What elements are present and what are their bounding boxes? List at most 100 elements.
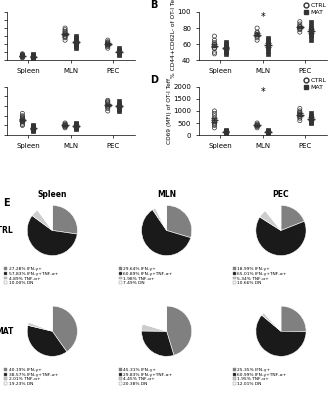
- Point: [266, 130, 271, 136]
- Point: [31, 53, 36, 60]
- Point: [62, 34, 68, 40]
- Point: [254, 123, 260, 129]
- Legend: 18.99% IFN-γ+, 65.01% IFN-γ+TNF-α+, 5.34% TNF-α+, 10.66% DN: 18.99% IFN-γ+, 65.01% IFN-γ+TNF-α+, 5.34…: [233, 267, 287, 285]
- Text: *: *: [260, 87, 265, 97]
- Point: [308, 119, 314, 125]
- Point: [254, 30, 260, 36]
- Point: [20, 118, 25, 125]
- Wedge shape: [142, 210, 191, 256]
- Point: [20, 54, 25, 60]
- Point: [105, 103, 111, 109]
- Point: [297, 111, 303, 118]
- Point: [31, 128, 36, 134]
- Point: [31, 51, 36, 57]
- Point: [20, 117, 25, 124]
- Point: [297, 23, 303, 30]
- Point: [105, 102, 111, 108]
- Point: [20, 112, 25, 119]
- Point: [20, 53, 25, 60]
- Point: [62, 29, 68, 35]
- Point: [20, 55, 25, 61]
- Wedge shape: [264, 306, 281, 331]
- Point: [266, 45, 271, 51]
- Point: [20, 53, 25, 60]
- Legend: 45.31% IFN-γ+, 29.83% IFN-γ+TNF-α+, 4.45% TNF-α+, 20.38% DN: 45.31% IFN-γ+, 29.83% IFN-γ+TNF-α+, 4.45…: [118, 368, 172, 386]
- Point: [105, 37, 111, 43]
- Wedge shape: [152, 208, 167, 230]
- Point: [212, 119, 217, 125]
- Point: [223, 48, 228, 54]
- Point: [308, 18, 314, 25]
- Point: [74, 37, 79, 43]
- Point: [223, 51, 228, 57]
- Point: [105, 99, 111, 106]
- Point: [62, 122, 68, 129]
- Point: [212, 108, 217, 114]
- Point: [74, 123, 79, 130]
- Point: [297, 26, 303, 33]
- Point: [297, 112, 303, 119]
- Point: [212, 42, 217, 49]
- Point: [212, 121, 217, 128]
- Point: [20, 121, 25, 128]
- Title: PEC: PEC: [273, 190, 289, 199]
- Point: [20, 110, 25, 116]
- Point: [223, 49, 228, 56]
- Point: [308, 23, 314, 30]
- Point: [20, 116, 25, 123]
- Point: [297, 108, 303, 114]
- Point: [308, 26, 314, 33]
- Point: [62, 122, 68, 129]
- Point: [105, 98, 111, 104]
- Point: [20, 118, 25, 125]
- Point: [62, 125, 68, 131]
- Point: [116, 98, 121, 104]
- Point: [223, 45, 228, 51]
- Text: B: B: [150, 0, 157, 10]
- Wedge shape: [29, 306, 52, 331]
- Point: [31, 55, 36, 61]
- Point: [31, 125, 36, 131]
- Point: [266, 42, 271, 49]
- Legend: 29.64% IFN-γ+, 60.89% IFN-γ+TNF-α+, 1.98% TNF-α+, 7.49% DN: 29.64% IFN-γ+, 60.89% IFN-γ+TNF-α+, 1.98…: [118, 267, 172, 285]
- Point: [20, 114, 25, 120]
- Point: [31, 127, 36, 134]
- Legend: CTRL, MAT: CTRL, MAT: [303, 78, 326, 90]
- Point: [254, 122, 260, 129]
- Point: [74, 124, 79, 130]
- Point: [20, 120, 25, 126]
- Point: [223, 128, 228, 135]
- Point: [266, 37, 271, 43]
- Point: [212, 122, 217, 129]
- Point: [297, 18, 303, 25]
- Point: [62, 34, 68, 41]
- Legend: 40.19% IFN-γ+, 38.57% IFN-γ+TNF-α+, 2.01% TNF-α+, 19.23% DN: 40.19% IFN-γ+, 38.57% IFN-γ+TNF-α+, 2.01…: [4, 368, 58, 386]
- Point: [105, 40, 111, 46]
- Wedge shape: [265, 205, 281, 230]
- Point: [254, 37, 260, 43]
- Point: [74, 121, 79, 128]
- Point: [31, 56, 36, 62]
- Point: [20, 115, 25, 121]
- Legend: CTRL, MAT: CTRL, MAT: [303, 3, 326, 15]
- Wedge shape: [32, 210, 52, 230]
- Point: [105, 42, 111, 49]
- Point: [31, 124, 36, 130]
- Point: [116, 52, 121, 58]
- Point: [105, 45, 111, 51]
- Point: [266, 39, 271, 46]
- Point: [212, 39, 217, 46]
- Point: [20, 115, 25, 121]
- Legend: 25.35% IFN-γ+, 60.99% IFN-γ+TNF-α+, 1.95% TNF-α+, 12.01% DN: 25.35% IFN-γ+, 60.99% IFN-γ+TNF-α+, 1.95…: [233, 368, 286, 386]
- Point: [62, 121, 68, 127]
- Point: [20, 54, 25, 60]
- Text: D: D: [150, 75, 158, 85]
- Point: [105, 105, 111, 112]
- Point: [212, 51, 217, 57]
- Point: [254, 29, 260, 35]
- Point: [212, 45, 217, 51]
- Point: [297, 115, 303, 121]
- Point: [62, 26, 68, 33]
- Point: [20, 52, 25, 59]
- Point: [266, 129, 271, 135]
